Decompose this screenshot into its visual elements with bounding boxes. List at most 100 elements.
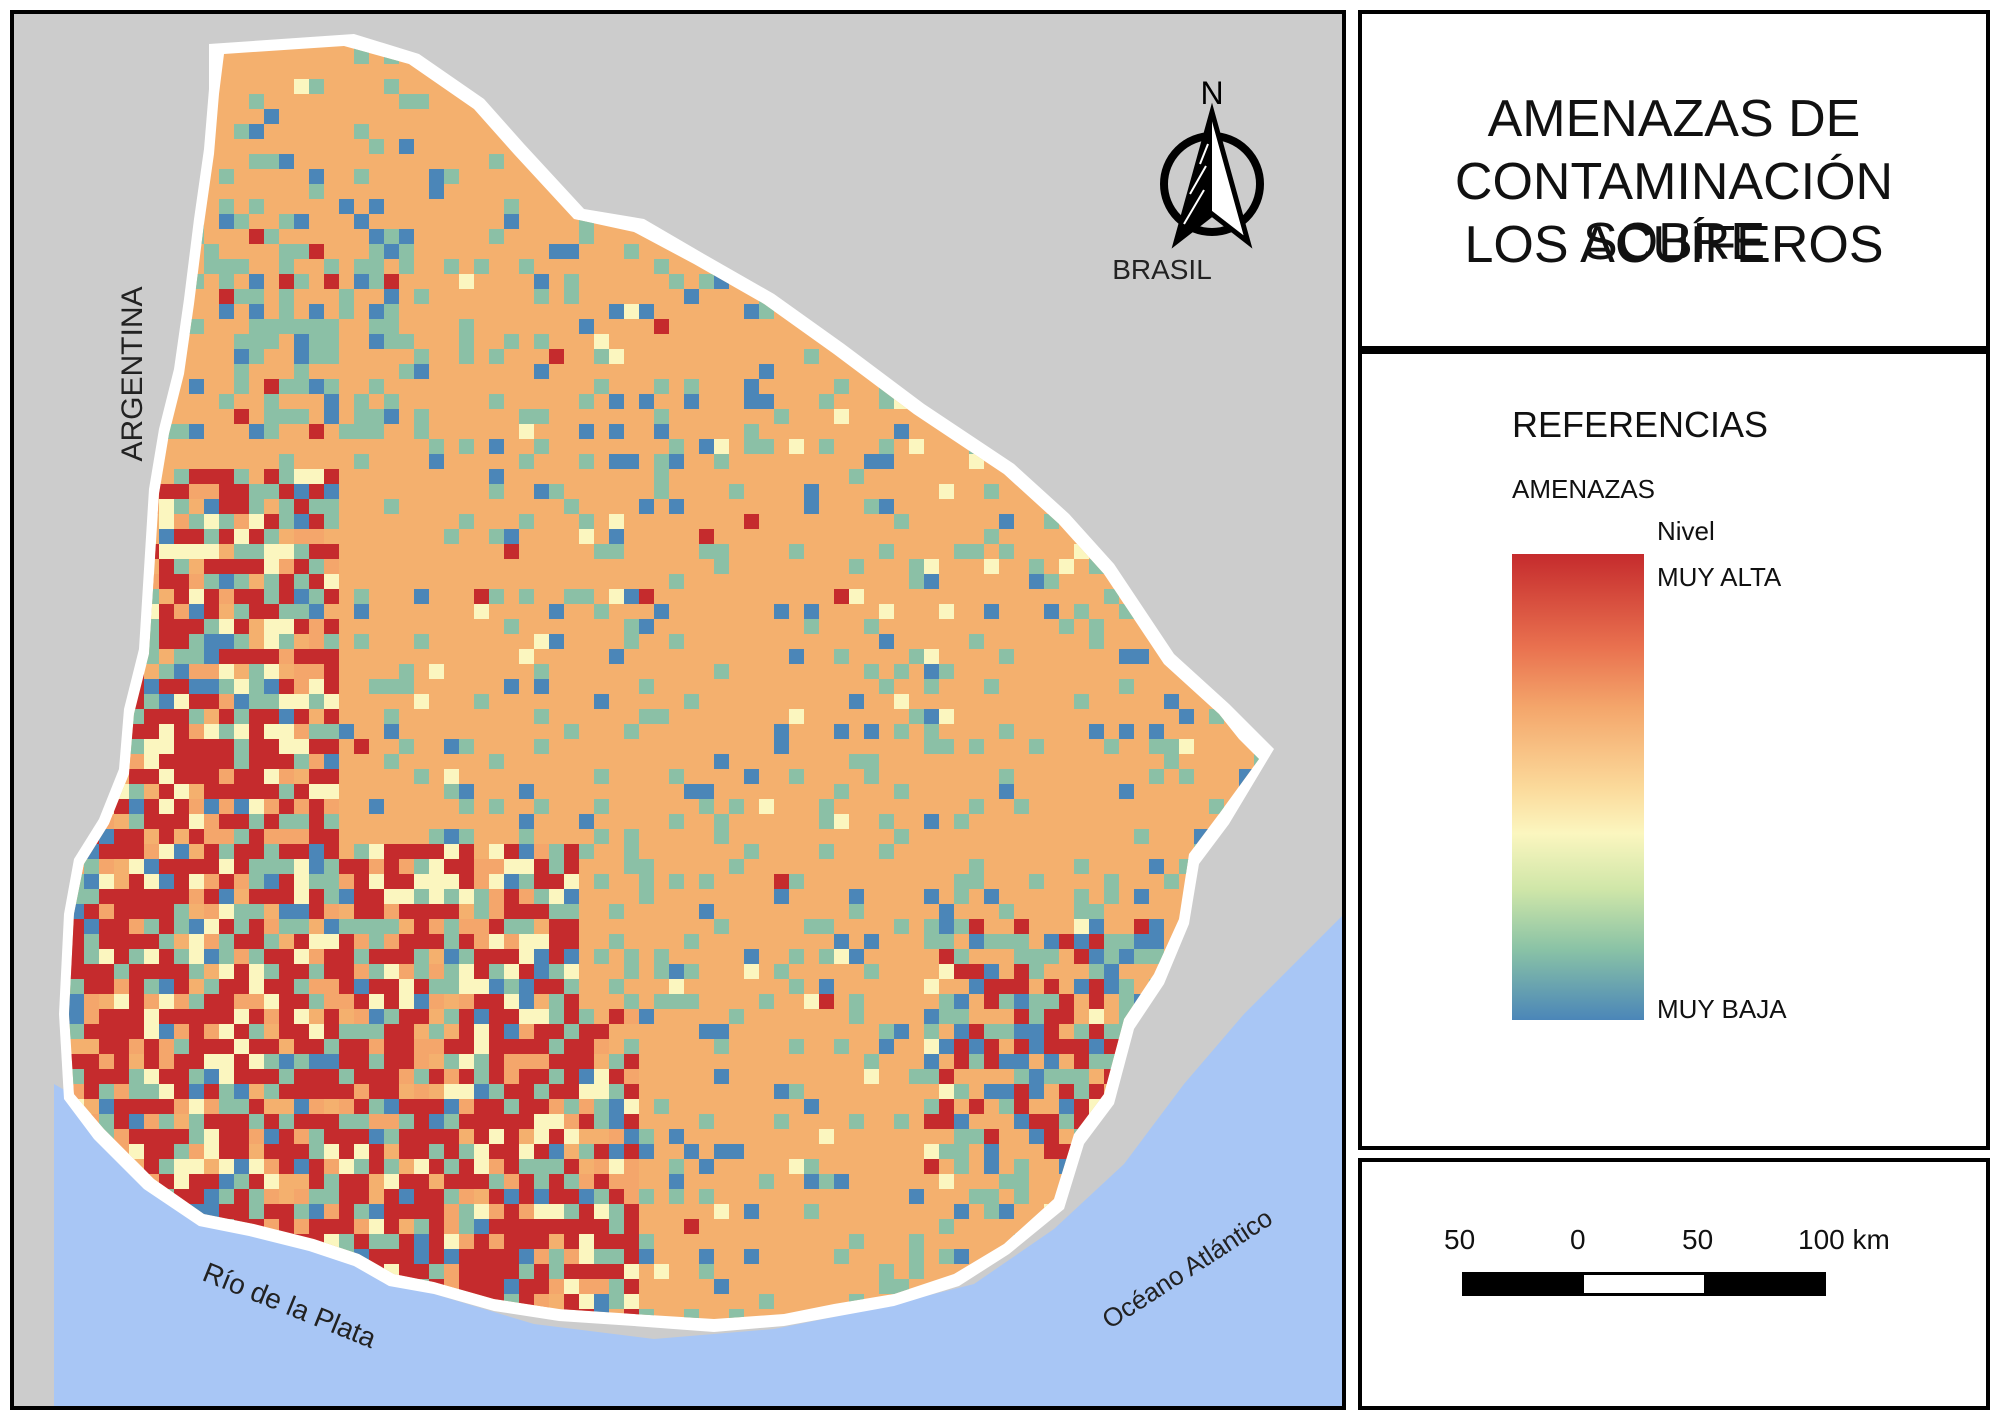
raster-cell xyxy=(429,874,444,889)
raster-cell xyxy=(69,574,84,589)
raster-cell xyxy=(909,1189,924,1204)
raster-cell xyxy=(1224,889,1239,904)
map-canvas[interactable]: ARGENTINA BRASIL Río de la Plata Océano … xyxy=(14,14,1342,1406)
raster-cell xyxy=(369,424,384,439)
raster-cell xyxy=(1149,934,1164,949)
raster-cell xyxy=(984,1144,999,1159)
raster-cell xyxy=(384,1249,399,1264)
raster-cell xyxy=(324,1114,339,1129)
raster-cell xyxy=(594,1144,609,1159)
raster-cell xyxy=(969,274,984,289)
raster-cell xyxy=(294,844,309,859)
raster-cell xyxy=(69,664,84,679)
raster-cell xyxy=(1164,544,1179,559)
raster-cell xyxy=(489,394,504,409)
raster-cell xyxy=(219,739,234,754)
raster-cell xyxy=(279,619,294,634)
raster-cell xyxy=(669,979,684,994)
raster-cell xyxy=(534,964,549,979)
raster-cell xyxy=(864,304,879,319)
raster-cell xyxy=(1014,1159,1029,1174)
raster-cell xyxy=(474,889,489,904)
raster-cell xyxy=(414,1249,429,1264)
raster-cell xyxy=(954,349,969,364)
raster-cell xyxy=(114,799,129,814)
raster-cell xyxy=(684,784,699,799)
raster-cell xyxy=(1164,94,1179,109)
raster-cell xyxy=(429,904,444,919)
raster-cell xyxy=(774,874,789,889)
raster-cell xyxy=(1089,634,1104,649)
raster-cell xyxy=(369,1234,384,1249)
raster-cell xyxy=(294,1009,309,1024)
raster-cell xyxy=(294,829,309,844)
raster-cell xyxy=(294,544,309,559)
raster-cell xyxy=(1089,259,1104,274)
raster-cell xyxy=(54,769,69,784)
raster-cell xyxy=(204,844,219,859)
raster-cell xyxy=(234,709,249,724)
raster-cell xyxy=(144,1099,159,1114)
raster-cell xyxy=(309,799,324,814)
raster-cell xyxy=(969,544,984,559)
raster-cell xyxy=(999,46,1014,49)
raster-cell xyxy=(564,934,579,949)
raster-cell xyxy=(204,1144,219,1159)
raster-cell xyxy=(879,454,894,469)
raster-cell xyxy=(189,1144,204,1159)
raster-cell xyxy=(219,679,234,694)
raster-cell xyxy=(744,124,759,139)
raster-cell xyxy=(909,559,924,574)
raster-cell xyxy=(879,544,894,559)
raster-cell xyxy=(504,1024,519,1039)
raster-cell xyxy=(924,679,939,694)
raster-cell xyxy=(984,1129,999,1144)
raster-cell xyxy=(744,169,759,184)
raster-cell xyxy=(624,1054,639,1069)
raster-cell xyxy=(204,724,219,739)
raster-cell xyxy=(954,94,969,109)
raster-cell xyxy=(1164,424,1179,439)
raster-cell xyxy=(69,529,84,544)
raster-cell xyxy=(279,499,294,514)
raster-cell xyxy=(234,934,249,949)
raster-cell xyxy=(924,199,939,214)
raster-cell xyxy=(204,769,219,784)
raster-cell xyxy=(249,199,264,214)
raster-cell xyxy=(894,1024,909,1039)
raster-cell xyxy=(474,1204,489,1219)
raster-cell xyxy=(84,499,99,514)
raster-cell xyxy=(324,814,339,829)
raster-cell xyxy=(399,679,414,694)
raster-cell xyxy=(579,1054,594,1069)
raster-cell xyxy=(699,1189,714,1204)
raster-cell xyxy=(939,1009,954,1024)
raster-cell xyxy=(969,1039,984,1054)
raster-cell xyxy=(189,649,204,664)
raster-cell xyxy=(234,964,249,979)
raster-cell xyxy=(189,769,204,784)
raster-cell xyxy=(99,859,114,874)
raster-cell xyxy=(369,799,384,814)
raster-cell xyxy=(954,169,969,184)
raster-cell xyxy=(1254,334,1259,349)
raster-cell xyxy=(324,349,339,364)
raster-cell xyxy=(594,1279,609,1294)
raster-cell xyxy=(1239,334,1254,349)
raster-cell xyxy=(669,769,684,784)
raster-cell xyxy=(99,889,114,904)
raster-cell xyxy=(1089,919,1104,934)
raster-cell xyxy=(534,1099,549,1114)
raster-cell xyxy=(909,1069,924,1084)
raster-cell xyxy=(474,964,489,979)
raster-cell xyxy=(774,64,789,79)
raster-cell xyxy=(219,559,234,574)
raster-cell xyxy=(279,889,294,904)
raster-cell xyxy=(189,1189,204,1204)
raster-cell xyxy=(159,964,174,979)
raster-cell xyxy=(564,1264,579,1279)
raster-cell xyxy=(999,784,1014,799)
map-frame[interactable]: ARGENTINA BRASIL Río de la Plata Océano … xyxy=(10,10,1346,1410)
raster-cell xyxy=(174,1069,189,1084)
raster-cell xyxy=(84,574,99,589)
